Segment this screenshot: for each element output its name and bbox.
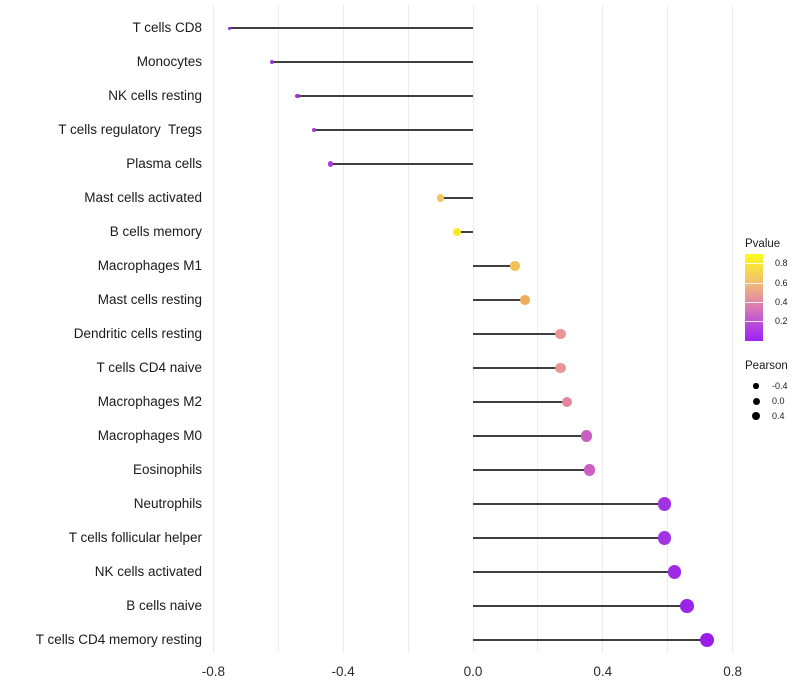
pearson-legend-key-dot: [751, 411, 761, 421]
colorbar-tick-label: 0.8: [775, 257, 788, 268]
gridline-x--0.4: [342, 5, 344, 653]
category-label: Monocytes: [136, 54, 202, 69]
lollipop-dot: [699, 633, 714, 647]
category-label: T cells CD4 naive: [96, 360, 202, 375]
lollipop-dot: [311, 127, 317, 133]
category-label: Eosinophils: [132, 462, 202, 477]
colorbar-tick: [745, 302, 763, 304]
lollipop-stem: [473, 299, 525, 301]
lollipop-dot: [228, 26, 232, 30]
x-tick-label: -0.8: [201, 664, 226, 679]
lollipop-stem: [271, 61, 473, 63]
lollipop-stem: [229, 27, 473, 29]
gridline-x--0.6: [277, 5, 279, 653]
pearson-legend-key-label: 0.0: [772, 396, 785, 406]
lollipop-stem: [473, 639, 707, 641]
category-label: NK cells resting: [108, 88, 202, 103]
category-label: Neutrophils: [133, 496, 202, 511]
lollipop-dot: [657, 531, 671, 545]
x-tick-label: 0.0: [463, 664, 483, 679]
category-label: Macrophages M0: [97, 428, 202, 443]
pearson-legend-key-dot: [752, 397, 760, 405]
lollipop-dot: [580, 430, 593, 442]
category-label: Macrophages M1: [97, 258, 202, 273]
lollipop-stem: [473, 537, 665, 539]
colorbar-tick-label: 0.2: [775, 315, 788, 326]
gridline-x-0: [472, 5, 474, 653]
category-label: B cells memory: [109, 224, 202, 239]
gridline-x-0.2: [537, 5, 539, 653]
colorbar-tick-label: 0.6: [775, 277, 788, 288]
gridline-x-0.8: [732, 5, 734, 653]
lollipop-stem: [473, 503, 665, 505]
colorbar-tick: [745, 262, 763, 264]
pvalue-legend-title: Pvalue: [745, 238, 781, 250]
lollipop-stem: [473, 605, 688, 607]
category-label: Mast cells resting: [97, 292, 202, 307]
lollipop-stem: [473, 333, 561, 335]
lollipop-dot: [327, 161, 333, 167]
category-label: B cells naive: [126, 598, 202, 613]
lollipop-dot: [452, 227, 461, 237]
category-label: T cells follicular helper: [68, 530, 202, 545]
x-tick-label: 0.4: [593, 664, 613, 679]
lollipop-stem: [473, 435, 587, 437]
lollipop-stem: [473, 401, 568, 403]
lollipop-dot: [555, 328, 566, 340]
lollipop-dot: [584, 464, 596, 476]
lollipop-stem: [473, 571, 675, 573]
category-label: Macrophages M2: [97, 394, 202, 409]
lollipop-dot: [269, 60, 274, 64]
lollipop-stem: [473, 265, 516, 267]
gridline-x--0.8: [212, 5, 214, 653]
category-label: T cells CD8: [132, 20, 202, 35]
lollipop-stem: [440, 197, 473, 199]
pvalue-colorbar: [745, 254, 763, 341]
gridline-x-0.4: [602, 5, 604, 653]
lollipop-dot: [680, 599, 694, 613]
gridline-x--0.2: [407, 5, 409, 653]
category-label: T cells CD4 memory resting: [35, 632, 202, 647]
lollipop-dot: [657, 497, 671, 511]
pearson-legend-key-label: -0.4: [772, 381, 788, 391]
category-label: Mast cells activated: [84, 190, 202, 205]
lollipop-dot: [555, 362, 566, 374]
lollipop-dot: [295, 93, 301, 99]
lollipop-stem: [330, 163, 473, 165]
lollipop-stem: [456, 231, 473, 233]
colorbar-tick: [745, 282, 763, 284]
lollipop-stem: [473, 469, 590, 471]
lollipop-stem: [297, 95, 473, 97]
pearson-legend-key-label: 0.4: [772, 411, 785, 421]
lollipop-dot: [667, 565, 681, 579]
pearson-legend-title: Pearson: [745, 360, 788, 372]
lollipop-stem: [473, 367, 561, 369]
pearson-legend-key-dot: [753, 383, 759, 389]
category-label: NK cells activated: [94, 564, 202, 579]
gridline-x-0.6: [667, 5, 669, 653]
category-label: Dendritic cells resting: [73, 326, 202, 341]
category-label: Plasma cells: [126, 156, 202, 171]
category-label: T cells regulatory Tregs: [58, 122, 202, 137]
colorbar-tick: [745, 320, 763, 322]
lollipop-dot: [520, 295, 530, 305]
x-tick-label: -0.4: [331, 664, 355, 679]
x-tick-label: 0.8: [723, 664, 742, 679]
lollipop-dot: [561, 396, 573, 408]
lollipop-stem: [313, 129, 473, 131]
lollipop-dot: [510, 261, 520, 271]
lollipop-dot: [436, 194, 445, 202]
colorbar-tick-label: 0.4: [775, 297, 788, 308]
